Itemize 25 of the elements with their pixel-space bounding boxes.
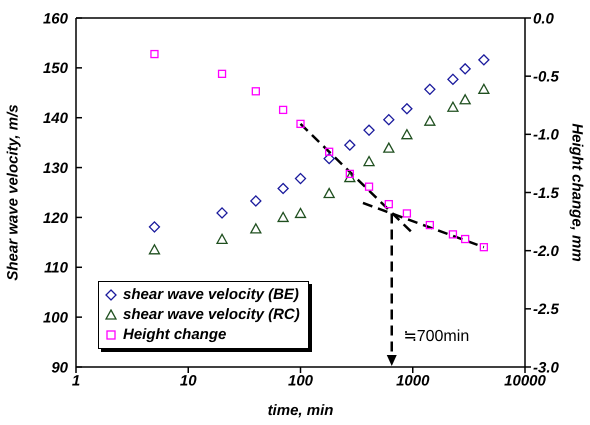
- legend-label: shear wave velocity (BE): [123, 285, 299, 305]
- legend-label: shear wave velocity (RC): [123, 305, 300, 325]
- y2-tick-label: -1.0: [533, 126, 560, 144]
- x-axis-title: time, min: [268, 402, 334, 419]
- y-tick-label: 90: [51, 359, 69, 376]
- x-tick-label: 1: [72, 372, 80, 390]
- y2-tick-label: -0.5: [533, 68, 560, 86]
- y2-tick-label: -2.5: [533, 301, 560, 318]
- x-tick-label: 100: [288, 372, 314, 390]
- y-tick-label: 130: [42, 160, 69, 177]
- x-tick-label: 1000: [396, 372, 430, 390]
- y-tick-label: 140: [42, 110, 69, 128]
- y-tick-label: 160: [42, 10, 69, 28]
- y-axis-title: Shear wave velocity, m/s: [4, 104, 22, 281]
- y2-tick-label: 0.0: [533, 10, 555, 28]
- y2-tick-label: -1.5: [533, 184, 560, 202]
- y2-axis-title: Height change, mm: [568, 123, 586, 262]
- y-tick-label: 150: [42, 60, 69, 78]
- x-tick-label: 10: [180, 372, 198, 390]
- y-tick-label: 100: [42, 309, 69, 326]
- ref-line-label: ≒700min: [404, 328, 470, 345]
- y2-tick-label: -2.0: [533, 242, 560, 260]
- y-tick-label: 120: [42, 210, 69, 227]
- legend-label: Height change: [123, 325, 226, 345]
- y-tick-label: 110: [44, 260, 69, 277]
